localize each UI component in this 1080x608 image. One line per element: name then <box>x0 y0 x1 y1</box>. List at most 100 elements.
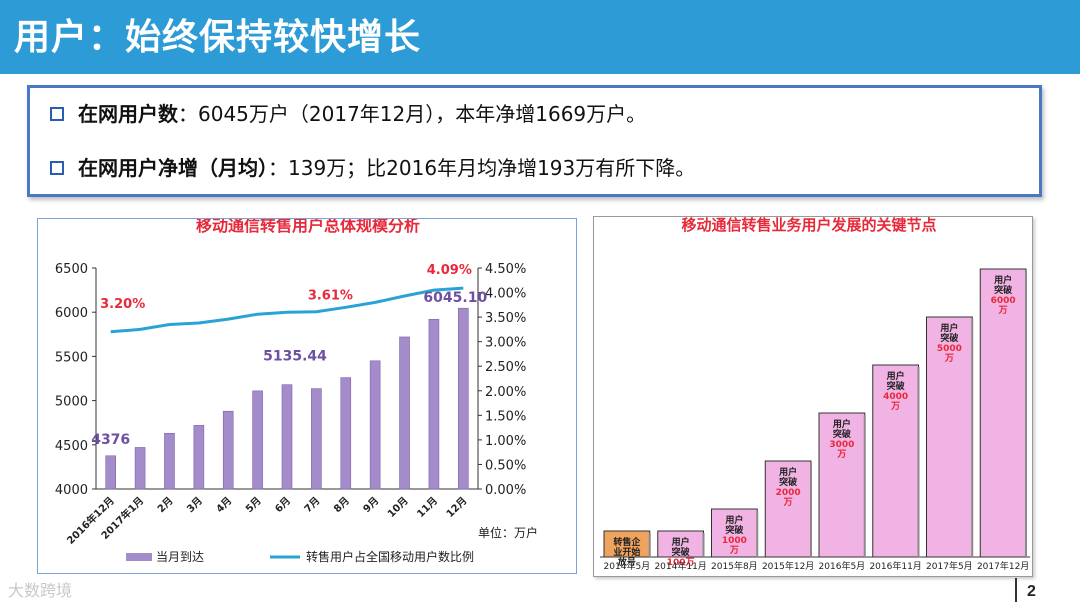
milestone-label: 用户 <box>993 274 1012 286</box>
x-tick-label: 4月 <box>214 495 234 515</box>
milestone-label: 用户 <box>671 536 690 548</box>
milestone-label: 1000 <box>722 536 747 546</box>
x-tick-label: 2016年11月 <box>869 560 921 572</box>
y-tick-label: 5000 <box>55 395 88 410</box>
y-tick-label: 6500 <box>55 262 88 277</box>
milestone-label: 100万 <box>667 557 695 568</box>
milestone-label: 放号 <box>617 556 636 568</box>
y-tick-label: 5500 <box>55 350 88 365</box>
milestone-label: 4000 <box>883 392 908 402</box>
milestone-label: 突破 <box>672 546 691 558</box>
bar-monthly-users <box>340 377 352 490</box>
legend-bar-swatch <box>126 553 152 561</box>
milestone-label: 万 <box>729 545 739 556</box>
milestone-label: 突破 <box>940 332 959 344</box>
chart-panel-scale: 移动通信转售用户总体规模分析 4000 4500 5000 5500 6000 6500 0… <box>37 216 577 574</box>
data-label-pct-first: 3.20% <box>100 297 145 312</box>
milestone-label: 突破 <box>887 380 906 392</box>
bullet-bold: 在网用户净增（月均） <box>78 156 268 180</box>
milestone-label: 用户 <box>778 466 797 478</box>
summary-box: 在网用户数：6045万户（2017年12月），本年净增1669万户。 在网用户净… <box>27 85 1042 197</box>
y-tick-label: 4500 <box>55 439 88 454</box>
x-tick-label: 2016年5月 <box>819 560 866 572</box>
bar-monthly-users <box>428 318 440 490</box>
square-bullet-icon <box>50 160 64 175</box>
y2-tick-label: 3.50% <box>485 311 526 326</box>
footer-watermark: 大数跨境 <box>8 581 73 600</box>
x-tick-label: 3月 <box>184 495 204 515</box>
milestone-bar <box>657 530 704 558</box>
y2-tick-label: 3.00% <box>485 336 526 351</box>
data-label-pct-mid: 3.61% <box>308 289 353 304</box>
milestone-label: 突破 <box>725 524 744 536</box>
bar-monthly-users <box>311 388 322 490</box>
data-label-pct-last: 4.09% <box>427 263 472 278</box>
x-tick-label: 2014年5月 <box>604 560 651 572</box>
y2-tick-label: 2.00% <box>485 385 526 400</box>
milestone-bar <box>818 412 866 558</box>
square-bullet-icon <box>50 106 64 121</box>
unit-label: 单位：万户 <box>478 525 538 540</box>
bullet-item: 在网用户净增（月均）：139万；比2016年月均净增193万有所下降。 <box>50 152 695 181</box>
y-tick-label: 4000 <box>55 483 88 498</box>
bar-monthly-users <box>252 390 263 490</box>
milestone-label: 突破 <box>779 476 798 488</box>
y2-tick-label: 4.50% <box>485 262 526 277</box>
milestone-label: 用户 <box>724 514 743 526</box>
milestone-label: 业开始 <box>613 546 640 558</box>
milestone-bar <box>979 268 1027 558</box>
y2-tick-label: 1.00% <box>485 434 526 449</box>
x-tick-label: 10月 <box>385 495 410 520</box>
milestone-label: 用户 <box>832 418 851 430</box>
bullet-text: ：6045万户（2017年12月），本年净增1669万户。 <box>178 102 647 126</box>
milestone-label: 突破 <box>833 428 852 440</box>
legend-bar-label: 当月到达 <box>156 550 204 564</box>
x-tick-label: 11月 <box>415 495 440 520</box>
bar-monthly-users <box>105 455 116 490</box>
x-tick-label: 9月 <box>361 495 381 515</box>
bar-monthly-users <box>134 447 146 490</box>
milestone-label: 万 <box>998 305 1008 316</box>
milestone-bar <box>764 460 812 558</box>
y2-tick-label: 0.00% <box>485 483 526 498</box>
milestone-label: 2000 <box>776 488 801 498</box>
x-tick-label: 8月 <box>331 495 351 515</box>
chart-panel-milestones: 移动通信转售业务用户发展的关键节点 转售企 业开始 放号 2014年5月 用户 突破 100… <box>593 216 1033 577</box>
bar-monthly-users <box>164 433 175 490</box>
milestone-bar <box>926 316 973 558</box>
milestone-label: 转售企 <box>613 536 641 548</box>
x-tick-label: 2014年11月 <box>654 560 706 572</box>
milestone-label: 6000 <box>991 296 1016 306</box>
legend-line-label: 转售用户占全国移动用户数比例 <box>306 549 474 564</box>
x-tick-label: 7月 <box>302 495 322 515</box>
y2-tick-label: 4.00% <box>485 287 526 302</box>
bullet-item: 在网用户数：6045万户（2017年12月），本年净增1669万户。 <box>50 98 646 127</box>
bar-monthly-users <box>193 425 205 490</box>
x-tick-label: 2017年5月 <box>926 560 973 572</box>
bar-monthly-users <box>399 336 410 490</box>
x-tick-label: 2月 <box>155 495 175 515</box>
milestone-label: 万 <box>944 353 954 364</box>
chart-title: 移动通信转售业务用户发展的关键节点 <box>681 217 936 234</box>
page-title: 用户：始终保持较快增长 <box>14 17 422 58</box>
milestone-label: 5000 <box>937 344 962 354</box>
milestone-label: 万 <box>890 401 900 412</box>
x-tick-label: 5月 <box>243 495 263 515</box>
x-tick-label: 6月 <box>273 495 293 515</box>
header-bar: 用户：始终保持较快增长 <box>0 0 1080 74</box>
milestone-label: 万 <box>836 449 846 460</box>
chart-title: 移动通信转售用户总体规模分析 <box>196 219 420 235</box>
page-number-divider <box>1015 578 1017 602</box>
y2-tick-label: 2.50% <box>485 360 526 375</box>
bar-monthly-users <box>222 410 234 490</box>
y-tick-label: 6000 <box>55 306 88 321</box>
milestone-label: 3000 <box>829 440 854 450</box>
x-tick-label: 2017年12月 <box>977 560 1029 572</box>
bullet-bold: 在网用户数 <box>78 102 178 126</box>
bar-monthly-users <box>281 384 293 490</box>
x-tick-label: 2015年8月 <box>711 560 758 572</box>
y2-tick-label: 1.50% <box>485 409 526 424</box>
milestone-chart: 移动通信转售业务用户发展的关键节点 转售企业开始放号2014年5月用户突破100… <box>600 216 1030 572</box>
data-label-bar-last: 6045.10 <box>423 290 487 306</box>
x-tick-label: 2015年12月 <box>762 560 814 572</box>
